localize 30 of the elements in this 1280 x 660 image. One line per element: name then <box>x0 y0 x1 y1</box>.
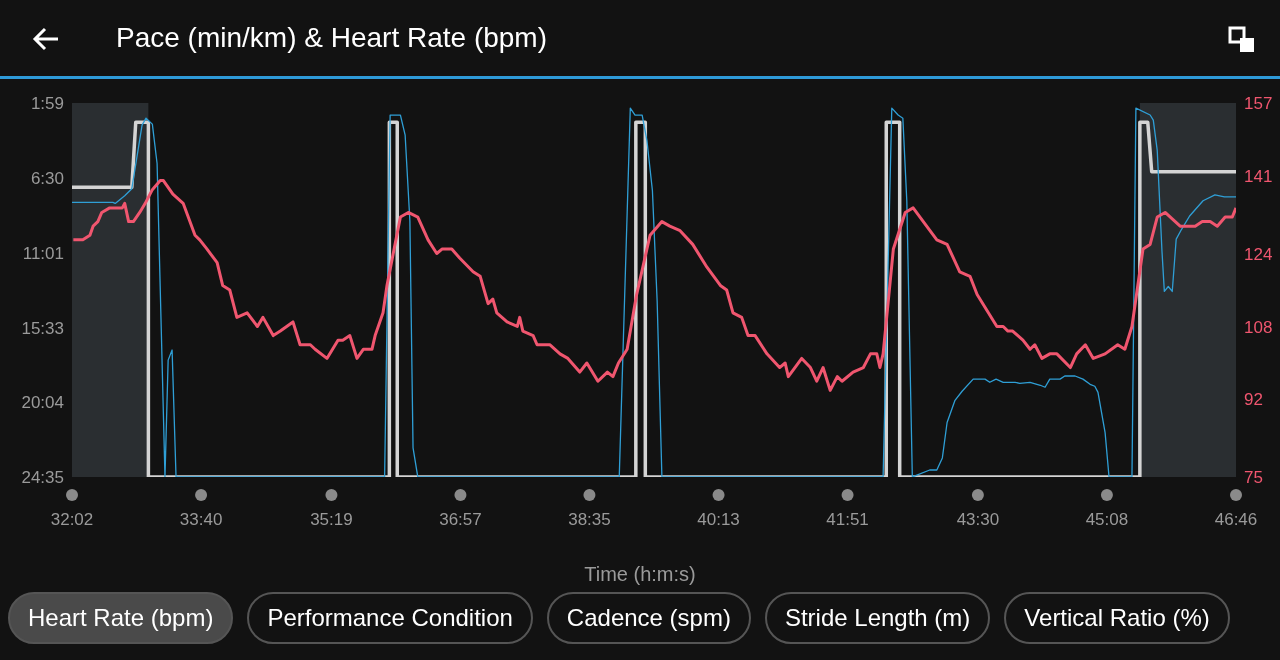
x-tick-label: 35:19 <box>310 510 353 529</box>
text: Heart Rate (bpm) <box>8 592 234 644</box>
y-tick-label: 15:33 <box>21 318 64 338</box>
y-tick-label: 24:35 <box>21 468 64 488</box>
y2-tick-label: 157 <box>1244 94 1273 114</box>
x-tick-label: 40:13 <box>697 510 740 529</box>
text: Cadence (spm) <box>546 592 751 644</box>
x-tick-label: 33:40 <box>179 510 223 529</box>
text: Vertical Ratio (%) <box>1004 592 1230 644</box>
text: Stride Length (m) <box>764 592 991 644</box>
x-tick-label: 45:08 <box>1085 510 1129 529</box>
x-tick-label: 43:30 <box>956 510 1000 529</box>
x-tick-label: 36:57 <box>439 510 482 529</box>
chart-title: Pace (min/km) & Heart Rate (bpm) <box>116 22 547 54</box>
y2-tick-label: 75 <box>1244 468 1263 488</box>
text: Performance Condition <box>247 592 533 644</box>
y-tick-label: 6:30 <box>30 168 64 188</box>
x-tick-label: 32:02 <box>50 510 94 529</box>
x-axis-title: Time (h:m:s) <box>583 563 697 586</box>
y2-tick-label: 141 <box>1244 167 1273 187</box>
y2-tick-label: 92 <box>1244 390 1263 410</box>
x-tick-label: 41:51 <box>826 510 869 529</box>
line-series <box>72 179 1236 392</box>
x-tick-label: 46:46 <box>1214 510 1258 529</box>
y-tick-label: 11:01 <box>22 243 64 263</box>
y-tick-label: 1:59 <box>30 94 64 114</box>
y2-tick-label: 108 <box>1244 317 1273 337</box>
y2-tick-label: 124 <box>1244 244 1273 264</box>
y-tick-label: 20:04 <box>21 393 64 413</box>
x-tick-label: 38:35 <box>568 510 611 529</box>
